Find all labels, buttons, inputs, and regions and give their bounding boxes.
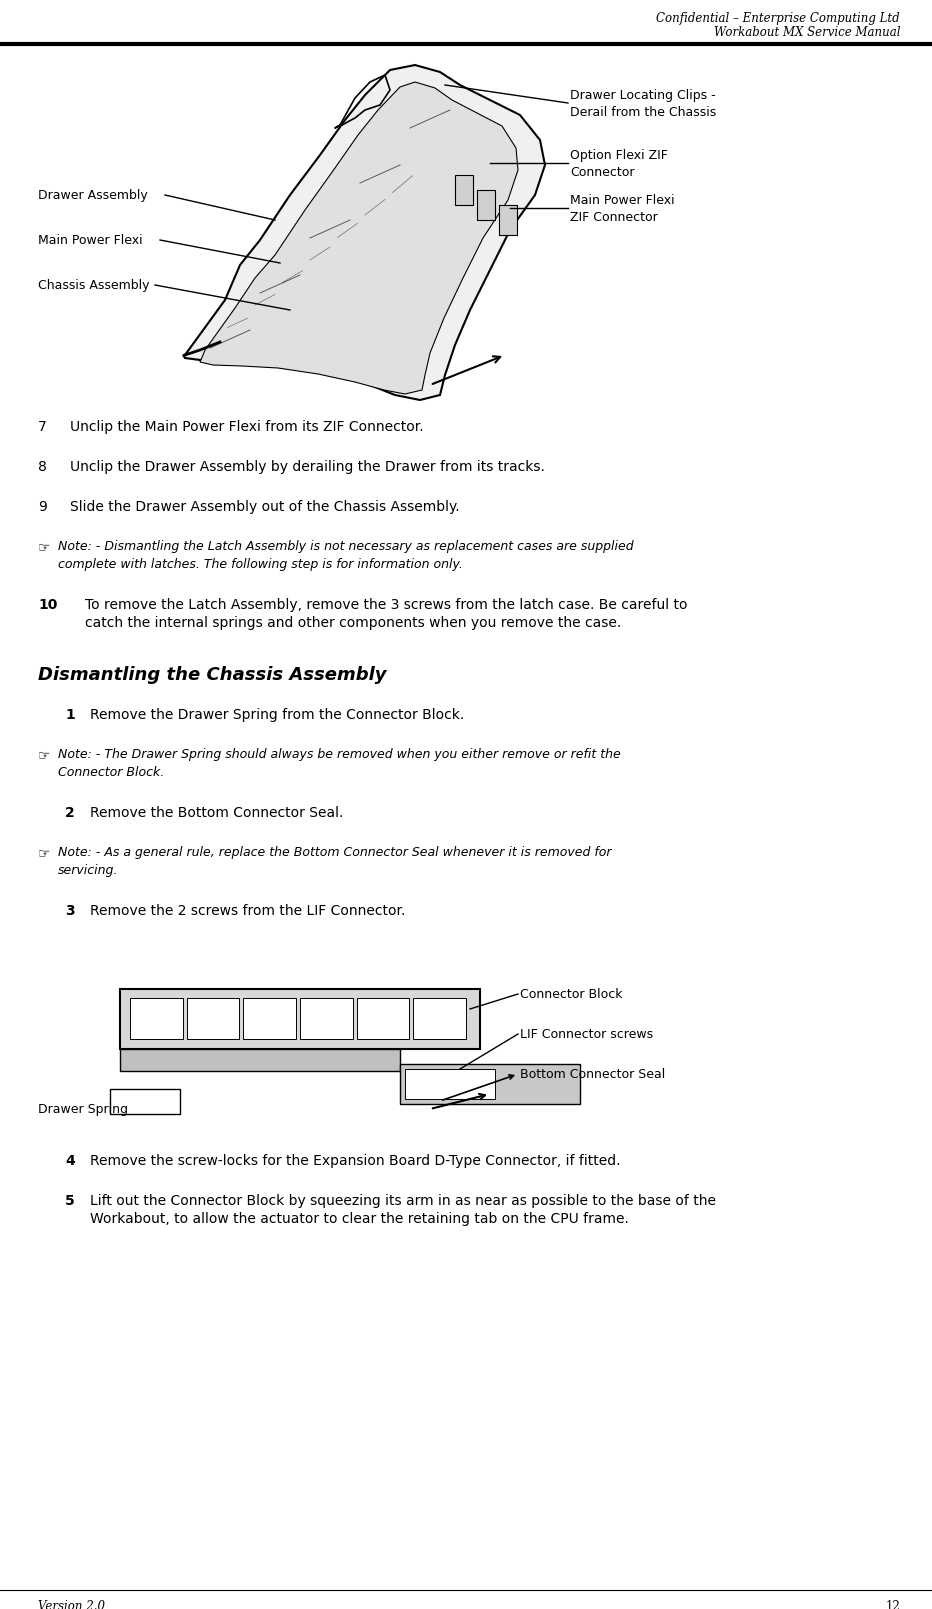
Text: To remove the Latch Assembly, remove the 3 screws from the latch case. Be carefu: To remove the Latch Assembly, remove the… [85, 599, 688, 611]
Bar [186, 998, 240, 1039]
Text: Main Power Flexi: Main Power Flexi [38, 233, 143, 246]
Text: Version 2.0: Version 2.0 [38, 1599, 105, 1609]
Text: Unclip the Drawer Assembly by derailing the Drawer from its tracks.: Unclip the Drawer Assembly by derailing … [70, 460, 545, 475]
Bar [357, 998, 409, 1039]
Bar [243, 998, 296, 1039]
Text: Slide the Drawer Assembly out of the Chassis Assembly.: Slide the Drawer Assembly out of the Cha… [70, 500, 459, 513]
Polygon shape [183, 64, 545, 401]
Bar [120, 990, 480, 1049]
Text: Remove the Bottom Connector Seal.: Remove the Bottom Connector Seal. [90, 806, 343, 821]
Text: 12: 12 [885, 1599, 900, 1609]
Text: servicing.: servicing. [58, 864, 118, 877]
Text: Unclip the Main Power Flexi from its ZIF Connector.: Unclip the Main Power Flexi from its ZIF… [70, 420, 424, 434]
Text: ZIF Connector: ZIF Connector [570, 211, 658, 224]
Bar [300, 998, 352, 1039]
Text: Connector Block: Connector Block [520, 988, 623, 1001]
Text: Derail from the Chassis: Derail from the Chassis [570, 106, 717, 119]
Bar [405, 1068, 495, 1099]
Text: Note: - Dismantling the Latch Assembly is not necessary as replacement cases are: Note: - Dismantling the Latch Assembly i… [58, 541, 634, 553]
Text: 4: 4 [65, 1154, 75, 1168]
Text: Bottom Connector Seal: Bottom Connector Seal [520, 1067, 665, 1081]
Text: Option Flexi ZIF: Option Flexi ZIF [570, 148, 668, 161]
Text: Remove the screw-locks for the Expansion Board D-Type Connector, if fitted.: Remove the screw-locks for the Expansion… [90, 1154, 621, 1168]
Text: ☞: ☞ [38, 748, 50, 763]
Text: Connector Block.: Connector Block. [58, 766, 164, 779]
Text: Note: - As a general rule, replace the Bottom Connector Seal whenever it is remo: Note: - As a general rule, replace the B… [58, 846, 611, 859]
Bar [477, 190, 495, 220]
Text: Connector: Connector [570, 166, 635, 179]
Text: Note: - The Drawer Spring should always be removed when you either remove or ref: Note: - The Drawer Spring should always … [58, 748, 621, 761]
Text: Confidential – Enterprise Computing Ltd: Confidential – Enterprise Computing Ltd [656, 11, 900, 26]
Bar [400, 1064, 580, 1104]
Text: Drawer Locating Clips -: Drawer Locating Clips - [570, 88, 716, 101]
Text: 2: 2 [65, 806, 75, 821]
Text: Drawer Assembly: Drawer Assembly [38, 188, 148, 201]
Text: ☞: ☞ [38, 846, 50, 859]
Text: LIF Connector screws: LIF Connector screws [520, 1028, 653, 1041]
Polygon shape [200, 82, 518, 394]
Text: Lift out the Connector Block by squeezing its arm in as near as possible to the : Lift out the Connector Block by squeezin… [90, 1194, 716, 1208]
Bar [120, 1049, 400, 1072]
Text: Remove the 2 screws from the LIF Connector.: Remove the 2 screws from the LIF Connect… [90, 904, 405, 919]
Text: Workabout, to allow the actuator to clear the retaining tab on the CPU frame.: Workabout, to allow the actuator to clea… [90, 1212, 629, 1226]
Text: Workabout MX Service Manual: Workabout MX Service Manual [714, 26, 900, 39]
Text: 10: 10 [38, 599, 58, 611]
Text: 1: 1 [65, 708, 75, 722]
Bar [455, 175, 473, 204]
Text: Drawer Spring: Drawer Spring [38, 1102, 128, 1115]
Bar [413, 998, 466, 1039]
Text: Dismantling the Chassis Assembly: Dismantling the Chassis Assembly [38, 666, 387, 684]
Bar [110, 1089, 180, 1113]
Text: 5: 5 [65, 1194, 75, 1208]
Text: Chassis Assembly: Chassis Assembly [38, 278, 149, 291]
Text: catch the internal springs and other components when you remove the case.: catch the internal springs and other com… [85, 616, 622, 631]
Text: 8: 8 [38, 460, 47, 475]
Text: Main Power Flexi: Main Power Flexi [570, 193, 675, 206]
Text: Remove the Drawer Spring from the Connector Block.: Remove the Drawer Spring from the Connec… [90, 708, 464, 722]
Text: 7: 7 [38, 420, 47, 434]
Bar [130, 998, 183, 1039]
Text: 3: 3 [65, 904, 75, 919]
Text: ☞: ☞ [38, 541, 50, 553]
Text: 9: 9 [38, 500, 47, 513]
Text: complete with latches. The following step is for information only.: complete with latches. The following ste… [58, 558, 463, 571]
Bar [499, 204, 517, 235]
